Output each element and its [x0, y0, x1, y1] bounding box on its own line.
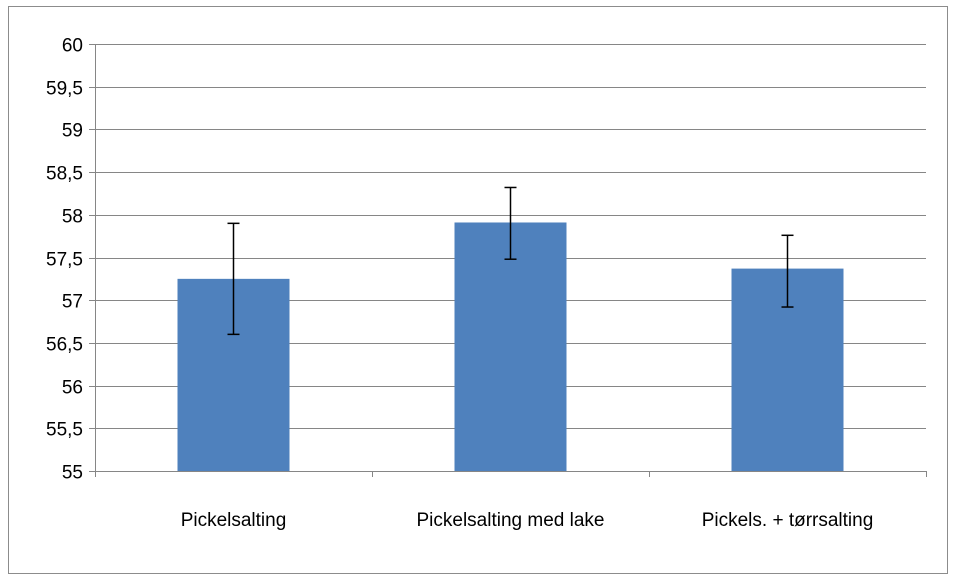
- y-tick-label: 58,5: [46, 164, 83, 185]
- y-tick-label: 56,5: [46, 335, 83, 356]
- y-tick-label: 60: [62, 36, 83, 57]
- y-tick-label: 55: [62, 463, 83, 484]
- error-bars: [227, 186, 794, 336]
- axes: [95, 44, 927, 477]
- y-tick-label: 57,5: [46, 250, 83, 271]
- y-tick-label: 56: [62, 378, 83, 399]
- y-tick-label: 55,5: [46, 420, 83, 441]
- y-tick-label: 59: [62, 121, 83, 142]
- x-category-label: Pickels. + tørrsalting: [702, 510, 874, 531]
- y-tick-label: 59,5: [46, 79, 83, 100]
- y-axis-tick-labels: 55 55,5 56 56,5 57 57,5 58 58,5 59 59,5 60: [46, 36, 83, 484]
- x-axis-category-labels: Pickelsalting Pickelsalting med lake Picke…: [181, 510, 874, 531]
- error-bar: [504, 186, 517, 260]
- y-tick-label: 58: [62, 207, 83, 228]
- x-category-label: Pickelsalting med lake: [417, 510, 605, 531]
- error-bar: [227, 222, 240, 336]
- y-tick-label: 57: [62, 292, 83, 313]
- bar: [454, 222, 567, 471]
- x-category-label: Pickelsalting: [181, 510, 287, 531]
- error-bar: [781, 234, 794, 308]
